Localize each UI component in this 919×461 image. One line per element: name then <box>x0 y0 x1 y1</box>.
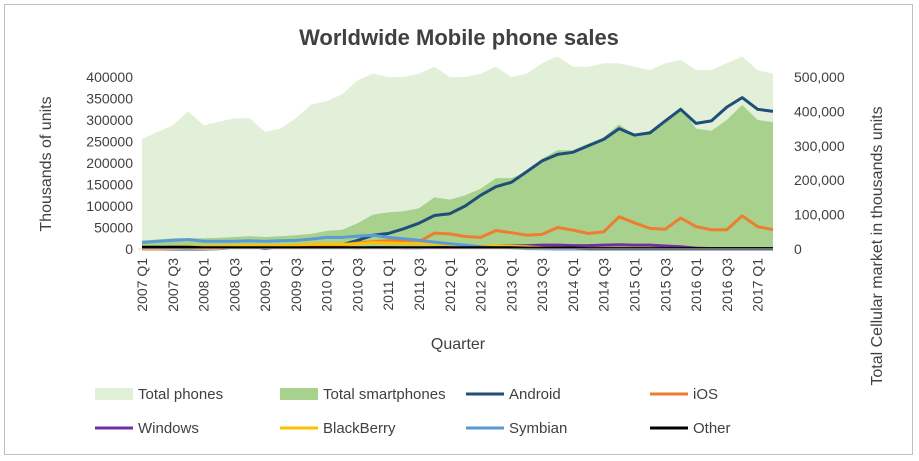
y-tick-label: 0 <box>125 241 133 257</box>
legend-label: Windows <box>138 420 199 437</box>
legend: Total phones Total smartphones Android iOS W… <box>95 386 731 437</box>
x-tick-label: 2011 Q1 <box>380 258 396 311</box>
y2-tick-label: 500,000 <box>794 69 845 85</box>
legend-label: Android <box>509 386 561 403</box>
x-tick-label: 2012 Q1 <box>442 258 458 312</box>
legend-item-blackberry: BlackBerry <box>280 420 396 437</box>
line-other <box>142 245 773 251</box>
legend-label: Other <box>693 420 731 437</box>
legend-item-total-phones: Total phones <box>95 386 223 403</box>
x-tick-label: 2013 Q3 <box>534 258 550 312</box>
x-tick-label: 2008 Q1 <box>196 258 212 312</box>
y-tick-label: 200000 <box>86 155 133 171</box>
y2-tick-label: 200,000 <box>794 172 845 188</box>
y2-tick-label: 100,000 <box>794 207 845 223</box>
x-tick-label: 2010 Q3 <box>350 258 366 312</box>
legend-label: Symbian <box>509 420 567 437</box>
legend-label: Total phones <box>138 386 223 403</box>
x-tick-label: 2014 Q1 <box>565 258 581 312</box>
x-tick-label: 2017 Q1 <box>750 258 766 312</box>
line-series-group <box>138 96 774 251</box>
x-tick-label: 2015 Q3 <box>657 258 673 312</box>
x-tick-label: 2009 Q3 <box>288 258 304 312</box>
y-tick-label: 100000 <box>86 198 133 214</box>
legend-item-android: Android <box>466 386 561 403</box>
y-tick-label: 350000 <box>86 91 133 107</box>
y2-tick-label: 400,000 <box>794 103 845 119</box>
x-tick-label: 2016 Q3 <box>719 258 735 312</box>
legend-swatch <box>95 388 133 400</box>
x-tick-label: 2011 Q3 <box>411 258 427 311</box>
legend-item-ios: iOS <box>650 386 718 403</box>
y2-tick-label: 300,000 <box>794 138 845 154</box>
x-axis: 2007 Q1 2007 Q3 2008 Q1 2008 Q3 2009 Q1 2009 … <box>134 258 766 312</box>
y-tick-label: 50000 <box>94 220 133 236</box>
y-tick-label: 150000 <box>86 177 133 193</box>
area-series-group <box>142 56 773 250</box>
x-tick-label: 2013 Q1 <box>503 258 519 312</box>
y-axis-right: 0 100,000 200,000 300,000 400,000 500,000 <box>794 69 845 257</box>
x-tick-label: 2015 Q1 <box>627 258 643 312</box>
y-axis-label: Thousands of units <box>38 96 55 231</box>
legend-item-total-smartphones: Total smartphones <box>280 386 446 403</box>
x-tick-label: 2014 Q3 <box>596 258 612 312</box>
x-tick-label: 2007 Q3 <box>165 258 181 312</box>
y-tick-label: 250000 <box>86 134 133 150</box>
chart-title: Worldwide Mobile phone sales <box>299 25 619 50</box>
x-tick-label: 2007 Q1 <box>134 258 150 312</box>
x-tick-label: 2010 Q1 <box>319 258 335 312</box>
x-tick-label: 2008 Q3 <box>226 258 242 312</box>
x-tick-label: 2016 Q1 <box>688 258 704 312</box>
legend-swatch <box>280 388 318 400</box>
legend-item-windows: Windows <box>95 420 199 437</box>
y2-tick-label: 0 <box>794 241 802 257</box>
area-total-smartphones <box>142 104 773 250</box>
y-axis-left: 0 50000 100000 150000 200000 250000 300000 3500… <box>86 69 133 257</box>
legend-item-symbian: Symbian <box>466 420 567 437</box>
y2-axis-label: Total Cellular market in thousands units <box>869 106 886 385</box>
y-tick-label: 400000 <box>86 69 133 85</box>
legend-label: Total smartphones <box>323 386 446 403</box>
legend-label: BlackBerry <box>323 420 396 437</box>
x-axis-label: Quarter <box>431 336 486 353</box>
x-tick-label: 2012 Q3 <box>473 258 489 312</box>
legend-item-other: Other <box>650 420 731 437</box>
x-tick-label: 2009 Q1 <box>257 258 273 312</box>
y-tick-label: 300000 <box>86 112 133 128</box>
legend-label: iOS <box>693 386 718 403</box>
